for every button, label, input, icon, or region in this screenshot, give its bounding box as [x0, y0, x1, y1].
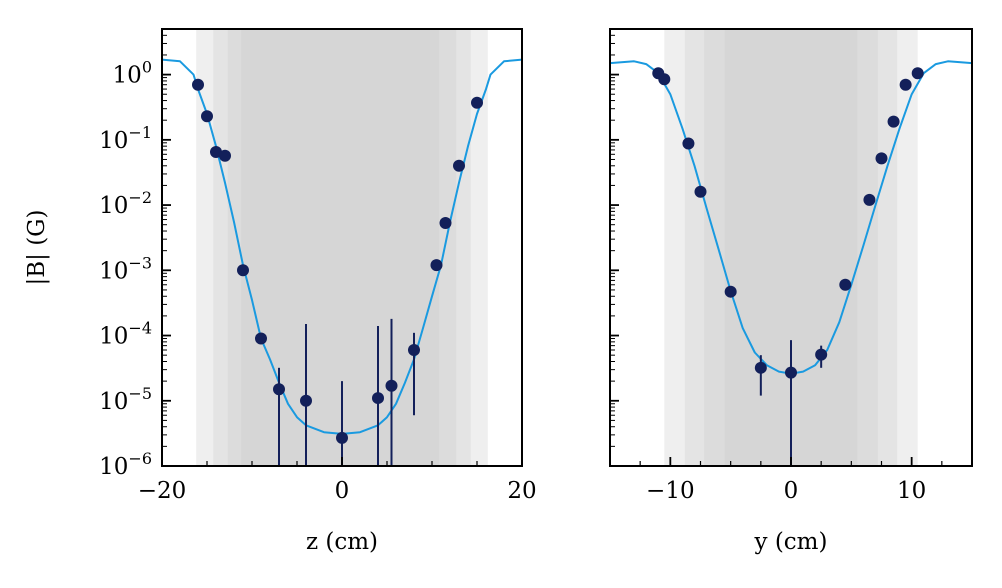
data-point — [754, 361, 767, 374]
data-point — [863, 193, 876, 206]
data-point — [839, 278, 852, 291]
y-tick-label: 10−6 — [99, 449, 152, 480]
data-point — [385, 379, 398, 392]
y-axis-label: |B| (G) — [24, 209, 50, 285]
data-point — [724, 285, 737, 298]
panel-z: −20 0 20 10−6 10−5 10−4 10−3 10−2 10−1 100 z (cm… — [24, 28, 537, 555]
x-ticks: −10 0 10 — [609, 457, 973, 504]
shaded-band-3 — [241, 29, 440, 466]
x-tick-label: 0 — [335, 478, 350, 504]
shaded-regions — [664, 29, 918, 466]
data-point — [875, 152, 888, 165]
data-point — [336, 431, 348, 444]
data-point — [219, 149, 231, 162]
x-axis-label: z (cm) — [306, 529, 378, 555]
data-points — [652, 67, 924, 379]
y-tick-label: 10−4 — [99, 319, 152, 350]
data-point — [237, 264, 249, 277]
data-points — [192, 78, 483, 444]
y-ticks — [610, 28, 619, 467]
y-tick-label: 100 — [113, 58, 152, 89]
data-point — [911, 67, 924, 80]
data-point — [658, 73, 671, 86]
x-ticks: −20 0 20 — [138, 457, 537, 504]
y-tick-label: 10−1 — [99, 123, 152, 154]
data-point — [273, 383, 285, 396]
data-point — [694, 185, 707, 198]
data-point — [439, 217, 452, 230]
data-point — [255, 332, 267, 345]
x-tick-label: 0 — [784, 478, 799, 504]
y-tick-label: 10−5 — [99, 384, 152, 415]
data-point — [899, 78, 912, 91]
data-point — [408, 344, 420, 357]
data-point — [682, 137, 695, 150]
x-tick-label: 20 — [507, 478, 536, 504]
y-tick-label: 10−2 — [99, 188, 152, 219]
data-point — [300, 394, 312, 407]
x-axis-label: y (cm) — [754, 529, 828, 555]
data-point — [210, 146, 222, 159]
y-ticks: 10−6 10−5 10−4 10−3 10−2 10−1 100 — [99, 28, 171, 480]
data-point — [785, 366, 797, 379]
shaded-regions — [196, 29, 488, 466]
data-point — [430, 259, 443, 272]
data-point — [815, 348, 828, 361]
y-tick-label: 10−3 — [99, 253, 152, 284]
x-tick-label: −10 — [646, 478, 695, 504]
data-point — [192, 78, 204, 91]
data-point — [372, 392, 384, 405]
data-point — [471, 96, 483, 109]
data-point — [201, 110, 213, 123]
x-tick-label: 10 — [897, 478, 926, 504]
data-point — [887, 115, 900, 128]
x-tick-label: −20 — [138, 478, 187, 504]
data-point — [453, 159, 465, 172]
panel-y: −10 0 10 y (cm) — [609, 28, 973, 555]
